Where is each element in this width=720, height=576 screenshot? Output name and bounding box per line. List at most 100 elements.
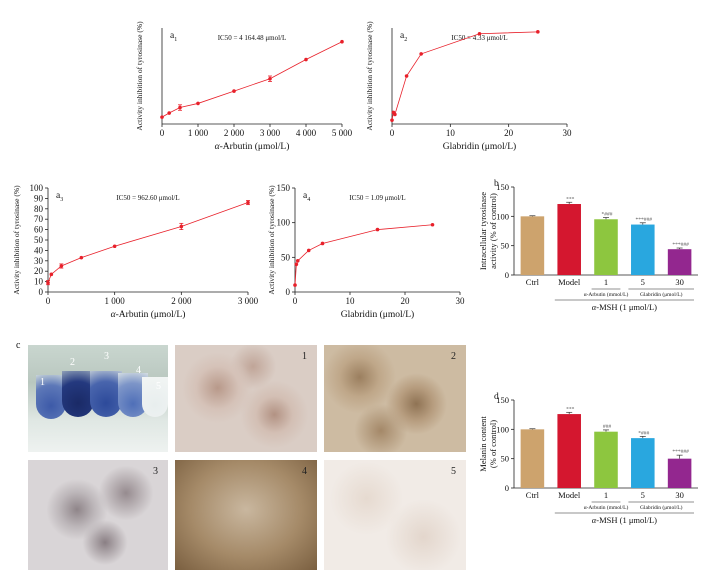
y-tick-label: 20 (34, 266, 44, 276)
x-tick-label: 10 (346, 296, 356, 306)
x-axis-label: Glabridin (μmol/L) (341, 309, 414, 320)
data-point (419, 52, 423, 56)
y-tick-label: 50 (501, 241, 510, 251)
panel-label-a4: a4 (303, 191, 310, 203)
cell-photo-number-1: 1 (302, 351, 307, 362)
msh-label-text: -MSH (1 μmol/L) (596, 302, 657, 312)
data-point (393, 112, 397, 117)
x-tick-label: 1 000 (188, 128, 209, 138)
y-axis-label: Activity inhibition of tyrosinase (%) (365, 21, 374, 131)
y-axis-label-line: activity (% of control) (488, 193, 498, 269)
data-point (167, 111, 171, 115)
chart-a4: 0 10 20 30 0 50 100 150 Glabridin (μmol/L) Activi… (267, 183, 465, 320)
msh-label-prefix: α (592, 515, 597, 525)
x-tick-label: 0 (46, 296, 51, 306)
y-tick-label: 50 (34, 235, 44, 245)
panel-letter: a (56, 191, 61, 201)
significance-label: *### (638, 430, 649, 436)
y-tick-label: 0 (505, 483, 509, 493)
x-tick-label: Model (558, 490, 581, 500)
x-tick-label: 2 000 (171, 296, 192, 306)
x-axis-label-text: Glabridin (μmol/L) (341, 309, 414, 320)
y-tick-label: 0 (505, 270, 509, 280)
y-tick-label: 100 (496, 211, 509, 221)
ic50-annotation: IC50 = 4.33 μmol/L (451, 34, 507, 42)
data-point (430, 222, 435, 227)
x-axis-label: α-Arbutin (μmol/L) (111, 309, 186, 320)
chart-a2: 0 10 20 30 Glabridin (μmol/L) Activity inhibi… (365, 21, 572, 152)
y-axis-label-line: (% of control) (488, 420, 498, 468)
x-axis-label-text: -Arbutin (μmol/L) (220, 141, 290, 152)
bar (557, 414, 581, 488)
x-tick-label: 30 (675, 490, 684, 500)
x-tick-label: Ctrl (526, 490, 540, 500)
ic50-annotation: IC50 = 1.09 μmol/L (349, 194, 405, 202)
panel-label-b: b (494, 179, 499, 189)
group-label-arbutin: α-Arbutin (mmol/L) (584, 291, 629, 298)
chart-d: 0 50 100 150 Melanin content(% of control) d C… (478, 392, 698, 525)
panel-label-d: d (494, 392, 499, 402)
tube-number-3: 3 (104, 351, 109, 362)
data-point (306, 248, 311, 253)
x-tick-label: 5 (641, 277, 645, 287)
y-tick-label: 0 (286, 287, 291, 297)
significance-label: ### (603, 424, 612, 430)
significance-label: ***### (672, 449, 689, 455)
tube-photo: 1 2 3 4 5 (28, 345, 168, 452)
panel-label-a3: a3 (56, 191, 63, 203)
x-tick-label: 4 000 (296, 128, 317, 138)
data-point (46, 280, 50, 285)
panel-label-c: c (16, 340, 21, 351)
cell-photo-number-5: 5 (451, 466, 456, 477)
data-point (375, 227, 380, 232)
y-tick-label: 150 (496, 395, 509, 405)
msh-label: α-MSH (1 μmol/L) (592, 515, 657, 525)
y-tick-label: 80 (34, 204, 44, 214)
y-tick-label: 100 (30, 183, 44, 193)
y-tick-label: 90 (34, 193, 44, 203)
data-point (536, 30, 540, 34)
x-tick-label: 0 (390, 128, 395, 138)
data-point (246, 200, 250, 205)
tube-number-2: 2 (70, 357, 75, 368)
x-tick-label: 1 (604, 277, 608, 287)
panel-label-a1: a1 (170, 31, 177, 43)
bar (667, 249, 692, 275)
bar (557, 204, 581, 275)
significance-label: *### (602, 212, 613, 218)
data-point (232, 89, 236, 93)
chart-a1: 0 1 000 2 000 3 000 4 000 5 000 α-Arbutin (μmo… (135, 21, 353, 152)
y-tick-label: 10 (34, 277, 44, 287)
panel-label-a2: a2 (400, 31, 407, 43)
cell-photo-number-4: 4 (302, 466, 307, 477)
cell-photo-number-3: 3 (153, 466, 158, 477)
msh-label-text: -MSH (1 μmol/L) (596, 515, 657, 525)
x-tick-label: 1 000 (105, 296, 126, 306)
data-point (293, 283, 297, 287)
y-tick-label: 40 (34, 245, 44, 255)
data-point (59, 264, 64, 268)
tube-number-4: 4 (136, 365, 141, 376)
data-point (340, 39, 344, 44)
y-tick-label: 150 (496, 182, 509, 192)
y-axis-label: Activity inhibition of tyrosinase (%) (12, 185, 21, 295)
series-line (161, 41, 343, 118)
x-tick-label: 3 000 (260, 128, 281, 138)
cell-photo-2: 2 (324, 345, 466, 452)
ic50-annotation: IC50 = 4 164.48 μmol/L (218, 34, 287, 42)
bar (594, 219, 618, 275)
y-tick-label: 30 (34, 256, 44, 266)
data-point (178, 105, 182, 110)
bar (520, 216, 545, 275)
tube-1 (36, 375, 66, 419)
x-tick-label: 10 (446, 128, 456, 138)
data-point (294, 262, 299, 267)
significance-label: *** (566, 406, 575, 412)
x-axis-label-prefix: α (215, 142, 221, 152)
tube-number-5: 5 (156, 381, 161, 392)
y-axis-label: Activity inhibition of tyrosinase (%) (267, 185, 276, 295)
y-axis-label: Intracellular tyrosinaseactivity (% of c… (478, 192, 498, 270)
y-axis-label-line: Intracellular tyrosinase (478, 192, 488, 270)
